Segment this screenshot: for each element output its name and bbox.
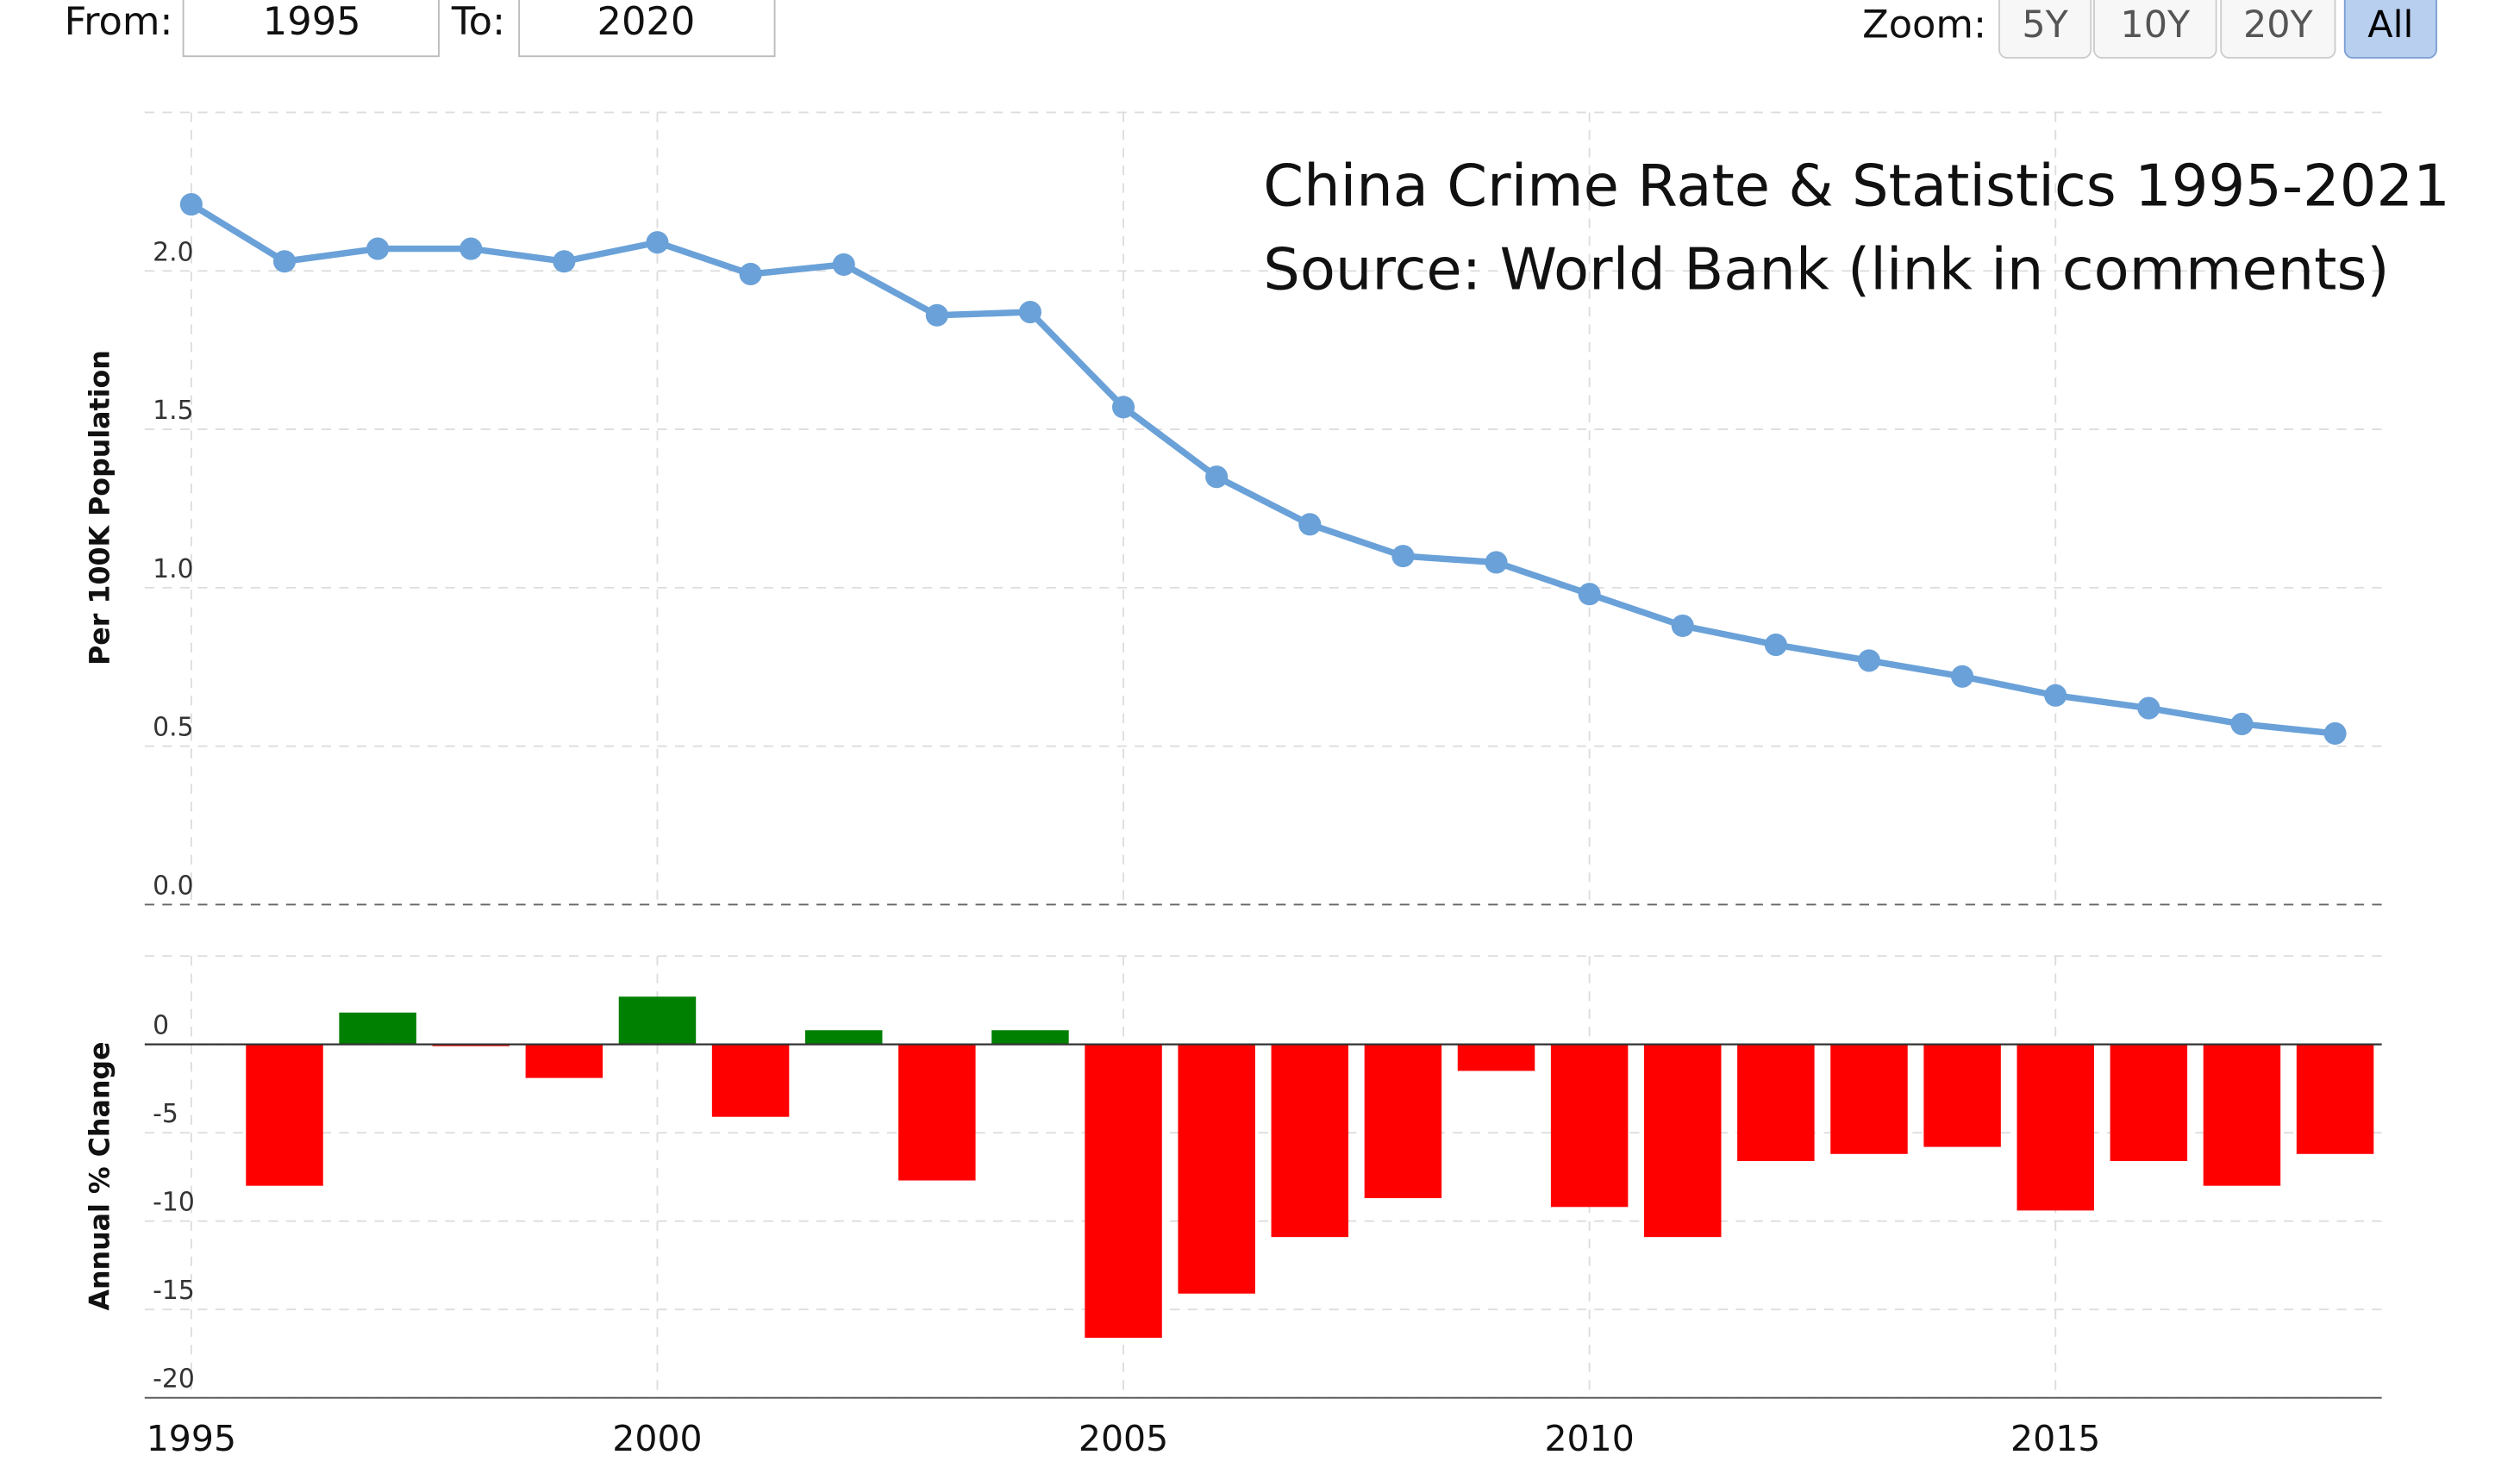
y-tick-label: -5 <box>153 1099 178 1129</box>
x-tick-label: 2010 <box>1544 1418 1634 1459</box>
x-tick-label: 1995 <box>147 1418 236 1459</box>
from-input[interactable] <box>182 0 440 58</box>
to-value[interactable]: 2020 <box>597 0 696 44</box>
bar <box>804 1030 883 1045</box>
data-point <box>739 262 762 286</box>
bar <box>1550 1044 1629 1208</box>
data-point <box>1951 665 1974 688</box>
bar <box>711 1044 790 1117</box>
bar <box>2110 1044 2188 1161</box>
bar <box>2203 1044 2281 1186</box>
range-selector: From: 1995 To: 2020 Zoom: <box>65 0 1986 58</box>
from-value[interactable]: 1995 <box>263 0 361 44</box>
bar <box>1457 1044 1535 1071</box>
bar <box>1364 1044 1442 1199</box>
data-point <box>272 250 297 273</box>
zoom-button[interactable] <box>2343 0 2437 59</box>
bar <box>1085 1044 1162 1339</box>
data-point <box>2323 721 2347 746</box>
from-label: From: <box>65 0 173 44</box>
bar <box>2017 1044 2094 1211</box>
data-point <box>1578 583 1601 606</box>
data-point <box>460 237 483 260</box>
data-point <box>1112 396 1135 419</box>
data-point <box>2044 684 2067 707</box>
chart-title: China Crime Rate & Statistics 1995-2021 <box>1263 153 2450 220</box>
to-input[interactable] <box>518 0 776 58</box>
data-point <box>366 237 390 260</box>
x-tick-label: 2005 <box>1079 1418 1168 1459</box>
y-tick-label: 2.0 <box>153 237 193 267</box>
data-point <box>1298 513 1322 536</box>
zoom-button-label[interactable]: 10Y <box>2120 3 2191 47</box>
y-tick-label: -15 <box>153 1276 195 1306</box>
bar <box>246 1044 323 1186</box>
y-tick-label: 0 <box>153 1011 169 1041</box>
zoom-button-label[interactable]: 5Y <box>2022 3 2068 47</box>
data-point <box>1018 301 1041 324</box>
data-point <box>1764 633 1787 657</box>
y-axis-label: Per 100K Population <box>85 350 116 665</box>
y-axis-label: Annual % Change <box>85 1041 116 1310</box>
bar <box>618 996 697 1045</box>
to-label: To: <box>451 0 505 44</box>
bar <box>2296 1044 2374 1154</box>
data-point <box>1391 545 1415 568</box>
zoom-button[interactable] <box>2093 0 2217 59</box>
y-tick-label: 1.0 <box>153 554 193 584</box>
bar <box>1271 1044 1349 1238</box>
data-point <box>1671 614 1694 638</box>
data-point <box>2137 696 2160 720</box>
x-tick-label: 2000 <box>612 1418 702 1459</box>
data-point <box>646 231 669 254</box>
bar <box>898 1044 976 1181</box>
chart-subtitle: Source: World Bank (link in comments) <box>1263 235 2389 303</box>
y-tick-label: 1.5 <box>153 396 193 426</box>
bar <box>339 1012 416 1045</box>
data-point <box>1857 649 1881 672</box>
data-point <box>925 303 948 327</box>
bar <box>525 1044 603 1078</box>
zoom-button[interactable] <box>2220 0 2336 59</box>
zoom-button-label[interactable]: All <box>2367 3 2413 47</box>
y-tick-label: -10 <box>153 1188 195 1218</box>
y-tick-label: -20 <box>153 1364 195 1395</box>
y-tick-label: 0.5 <box>153 713 193 743</box>
data-line <box>189 201 2336 737</box>
zoom-button-label[interactable]: 20Y <box>2243 3 2314 47</box>
data-point <box>2230 712 2254 735</box>
bar <box>1737 1044 1815 1161</box>
x-tick-label: 2015 <box>2010 1418 2100 1459</box>
data-point <box>179 193 203 216</box>
zoom-label: Zoom: <box>1862 2 1986 47</box>
data-point <box>1485 551 1508 574</box>
data-point <box>553 250 576 273</box>
bar <box>1830 1044 1908 1154</box>
bar <box>991 1030 1069 1045</box>
bar <box>1644 1044 1722 1238</box>
bar <box>1923 1044 2001 1147</box>
bar <box>1178 1044 1255 1294</box>
data-point <box>1205 465 1229 489</box>
data-point <box>832 253 855 276</box>
y-tick-label: 0.0 <box>153 871 193 901</box>
zoom-button[interactable] <box>1998 0 2092 59</box>
